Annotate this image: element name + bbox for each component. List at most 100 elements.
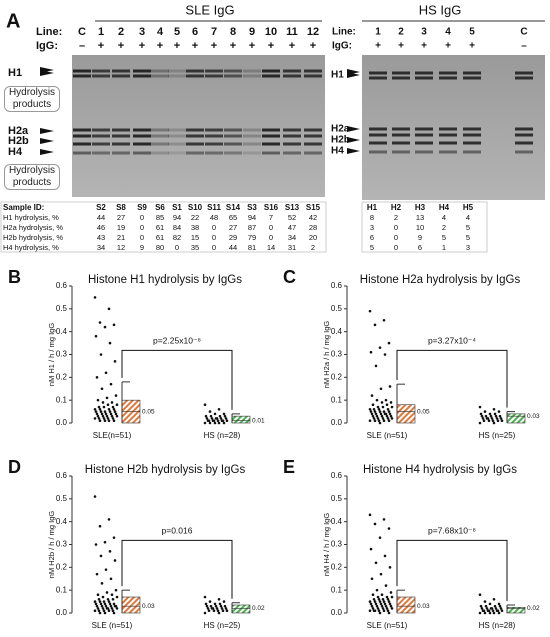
data-point [389,401,393,404]
data-point [478,405,482,409]
table-header: S1 [172,203,182,212]
table-cell: 9 [140,243,144,252]
data-point [96,414,100,418]
gel-band [186,151,204,155]
data-point [482,419,486,423]
data-point [381,417,385,420]
data-point [380,414,384,418]
lane-label: 9 [249,26,255,38]
data-point [98,600,102,603]
data-point [108,602,112,606]
table-header: S10 [188,203,203,212]
gel-band [243,151,261,155]
data-point [218,414,222,418]
mean-label: 0.03 [417,603,430,610]
table-cell: 85 [156,213,164,222]
gel-band [73,142,91,146]
data-point [496,609,500,613]
gel-band [392,127,410,131]
mean-label: 0.05 [417,408,430,415]
row-label: IgG: [36,40,58,52]
table-cell: 0 [212,243,216,252]
gel-band [186,74,204,78]
data-point [204,414,208,418]
gel-band [415,141,433,145]
data-point [105,396,109,400]
band-label: H1 [331,70,344,81]
table-cell: 43 [97,233,105,242]
band-label: Hydrolysis products [4,164,60,190]
data-point [94,543,98,546]
gel-band [168,134,186,138]
gel-band [243,142,261,146]
table-header: S11 [207,203,221,212]
data-point [381,598,385,601]
data-point [215,417,219,420]
y-tick-label: 0.1 [56,585,68,594]
lane-label: 4 [445,27,451,38]
table-cell: 10 [416,223,424,232]
table-cell: 3 [370,223,374,232]
data-point [378,600,382,603]
data-point [382,600,386,603]
data-point [500,419,504,423]
data-point [93,495,97,498]
igg-sign: + [310,40,316,52]
gel-band [283,69,301,73]
x-tick-label: SLE (n=51) [367,431,408,440]
data-point [98,524,102,528]
data-point [495,417,499,420]
gel-band [224,142,242,146]
gel-band [151,134,169,138]
data-point [100,582,104,585]
mean-label: 0.01 [252,417,265,424]
table-cell: 5 [466,233,470,242]
gel-band [262,74,280,78]
table-cell: 5 [466,223,470,232]
igg-sign: + [289,40,295,52]
gel-band [205,69,223,73]
data-point [102,609,106,613]
data-point [377,419,381,423]
gel-band [151,151,169,155]
y-tick-label: 0.0 [56,608,68,617]
gel-band [168,142,186,146]
gel-band [369,127,387,131]
table-header: S3 [247,203,257,212]
data-point [489,414,493,418]
lane-label: 8 [230,26,236,38]
data-point [384,398,388,402]
data-point [106,403,110,407]
data-point [384,412,388,416]
data-point [478,593,482,597]
mean-box [396,404,416,424]
y-axis-label: nM H4 / h / mg IgG [322,513,331,577]
gel-band [73,134,91,138]
data-point [113,559,117,562]
data-point [388,602,392,606]
data-point [383,554,387,558]
row-label: Line: [332,27,356,38]
data-point [379,602,383,606]
gel-band [392,133,410,137]
gel-band [73,69,91,73]
gel-band [112,134,130,138]
data-point [387,341,391,345]
data-point [112,323,116,327]
data-point [98,611,102,615]
data-point [377,609,381,613]
gel-band [243,69,261,73]
y-tick-label: 0.3 [331,540,343,549]
gel-band [151,128,169,132]
data-point [378,536,382,539]
band-arrow [347,137,360,143]
data-point [100,604,104,608]
gel-band [92,128,110,132]
y-tick-label: 0.0 [56,418,68,427]
y-tick-label: 0.2 [331,562,343,571]
data-point [487,419,491,423]
data-point [109,577,113,581]
data-point [492,611,496,615]
data-point [488,611,492,615]
